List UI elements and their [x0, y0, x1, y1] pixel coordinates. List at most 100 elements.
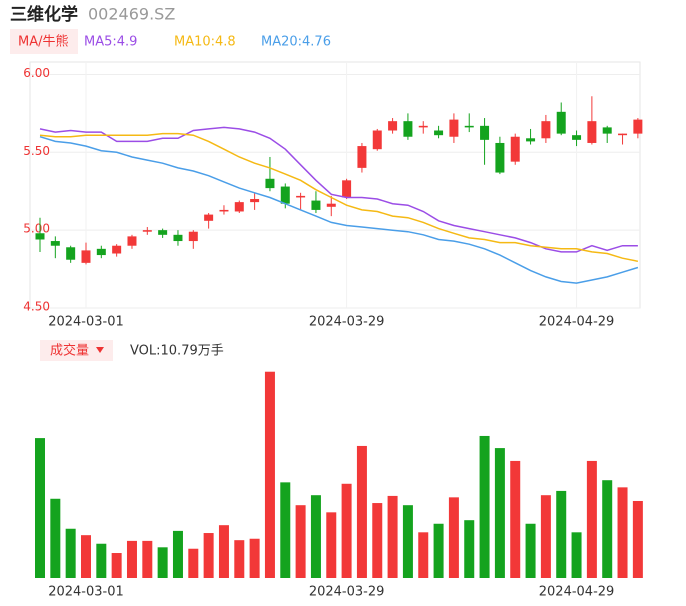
candle-body: [188, 231, 198, 242]
candle-body: [357, 146, 367, 168]
volume-bar: [402, 505, 413, 578]
volume-bar: [448, 497, 459, 578]
y-tick-label: 6.00: [23, 66, 50, 80]
candle-body: [81, 250, 91, 263]
volume-bar: [326, 512, 337, 578]
volume-bar: [556, 490, 567, 578]
ma-line: [39, 132, 639, 263]
candle-body: [158, 230, 168, 235]
candle-body: [464, 125, 474, 128]
candle-body: [265, 178, 275, 189]
volume-bar: [494, 448, 505, 578]
volume-bar: [111, 553, 122, 578]
candle-body: [96, 248, 106, 256]
candle-body: [618, 133, 628, 136]
volume-bar: [571, 532, 582, 578]
candle-body: [142, 230, 152, 232]
volume-bar: [356, 445, 367, 578]
x-tick-label: 2024-03-29: [309, 585, 385, 600]
ma-button-bg[interactable]: [10, 29, 78, 54]
candle-body: [403, 121, 413, 137]
candle-body: [296, 195, 306, 198]
candle-body: [418, 125, 428, 128]
candle-body: [449, 119, 459, 137]
dropdown-arrow[interactable]: [96, 347, 104, 353]
candle-body: [526, 138, 536, 142]
candle-body: [587, 121, 597, 143]
candle-body: [204, 214, 214, 221]
x-tick-label: 2024-03-29: [309, 315, 385, 330]
candle-body: [219, 209, 229, 212]
volume-bar: [525, 523, 536, 578]
legend-entry: MA5:4.9: [84, 35, 137, 50]
y-tick-label: 5.50: [23, 144, 50, 158]
candle-body: [127, 236, 137, 246]
stock-code: 002469.SZ: [88, 5, 175, 24]
candle-body: [50, 241, 60, 246]
ma-line: [39, 135, 639, 284]
volume-bar: [602, 480, 613, 578]
x-tick-label: 2024-03-01: [48, 585, 124, 600]
volume-bar: [249, 538, 260, 578]
x-tick-label: 2024-04-29: [539, 585, 615, 600]
volume-bar: [264, 371, 275, 578]
candle-body: [342, 180, 352, 198]
candle-body: [250, 199, 260, 203]
legend-entry: MA10:4.8: [174, 35, 236, 50]
volume-button-bg[interactable]: [40, 340, 113, 361]
volume-bar: [234, 540, 245, 578]
volume-bar: [280, 482, 291, 578]
volume-bar: [35, 438, 45, 578]
volume-bar: [433, 523, 444, 578]
candle-body: [633, 119, 643, 134]
volume-bar: [617, 487, 628, 578]
candle-body: [434, 130, 444, 136]
volume-bar: [341, 483, 352, 578]
candle-body: [66, 247, 76, 260]
ma-line: [39, 126, 638, 253]
candle-body: [480, 125, 490, 140]
volume-button[interactable]: 成交量: [50, 343, 89, 359]
candle-body: [541, 121, 551, 139]
legend-entry: MA20:4.76: [261, 35, 331, 50]
volume-bar: [188, 548, 199, 578]
volume-bar: [218, 525, 229, 578]
candle-body: [556, 111, 566, 134]
volume-bar: [126, 540, 137, 578]
candle-body: [112, 245, 122, 254]
candle-body: [280, 186, 290, 204]
candle-body: [173, 234, 183, 242]
candle-body: [388, 121, 398, 131]
candle-body: [372, 130, 382, 150]
candle-body: [510, 136, 520, 162]
volume-bar: [157, 547, 168, 578]
x-tick-label: 2024-03-01: [48, 315, 124, 330]
volume-bar: [80, 535, 91, 578]
x-tick-label: 2024-04-29: [539, 315, 615, 330]
y-tick-label: 5.00: [23, 222, 50, 236]
volume-bar: [172, 530, 183, 578]
volume-bar: [203, 533, 214, 578]
ma-button[interactable]: MA/牛熊: [18, 34, 69, 50]
volume-bar: [295, 505, 306, 578]
y-tick-label: 4.50: [23, 300, 50, 314]
volume-label: VOL:10.79万手: [130, 344, 224, 359]
volume-bar: [387, 495, 398, 578]
candle-body: [234, 202, 244, 212]
candle-body: [311, 200, 321, 210]
volume-bar: [510, 460, 521, 578]
candle-body: [495, 142, 505, 173]
volume-bar: [50, 498, 61, 578]
volume-bar: [96, 543, 107, 578]
candle-body: [602, 127, 612, 134]
stock-name: 三维化学: [10, 4, 78, 25]
candle-body: [35, 233, 45, 240]
volume-bar: [372, 503, 383, 578]
candle-body: [572, 135, 582, 140]
volume-bar: [310, 495, 321, 578]
volume-bar: [586, 460, 597, 578]
volume-bar: [632, 500, 643, 578]
volume-bar: [418, 532, 429, 578]
candle-body: [326, 203, 336, 207]
